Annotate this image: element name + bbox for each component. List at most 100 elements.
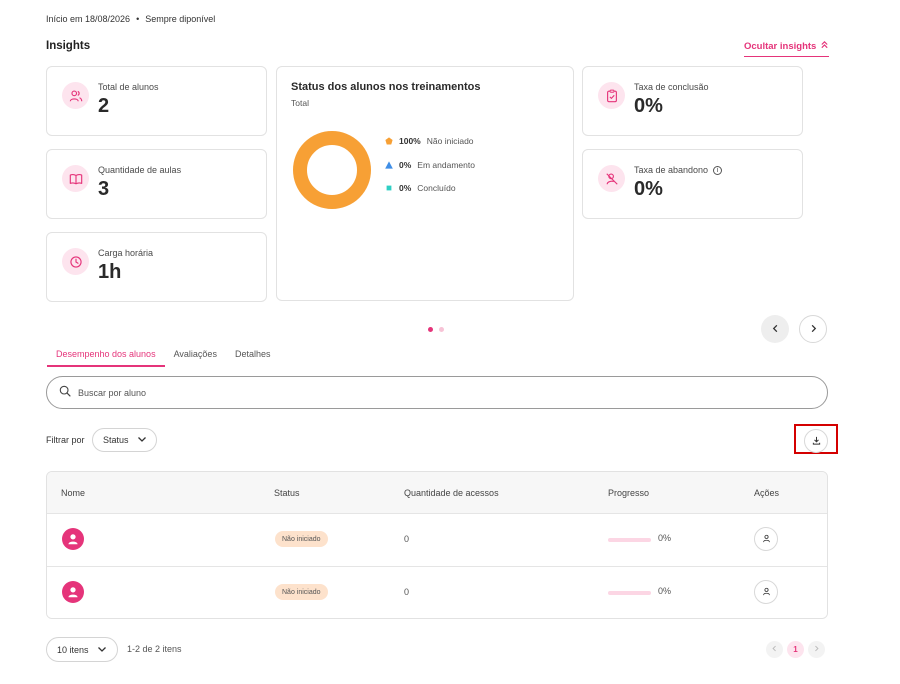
- chevron-down-icon: [97, 644, 107, 656]
- chevron-left-icon: [771, 645, 778, 654]
- stat-label: Taxa de conclusão: [634, 82, 709, 92]
- hide-insights-label: Ocultar insights: [744, 40, 817, 52]
- start-date: Início em 18/08/2026: [46, 14, 131, 24]
- progress-bar: [608, 538, 651, 542]
- table-row: Não iniciado 0 0%: [47, 513, 827, 566]
- search-box: [46, 376, 828, 409]
- donut-chart: [293, 131, 371, 209]
- status-filter-dropdown[interactable]: Status: [92, 428, 157, 452]
- view-student-button[interactable]: [754, 527, 778, 551]
- stat-card-workload: Carga horária 1h: [46, 232, 267, 302]
- insights-title: Insights: [46, 40, 91, 52]
- chart-title: Status dos alunos nos treinamentos: [291, 81, 481, 93]
- carousel-prev-button[interactable]: [761, 315, 789, 343]
- carousel-next-button[interactable]: [799, 315, 827, 343]
- items-per-page-dropdown[interactable]: 10 itens: [46, 637, 118, 662]
- page-prev-button[interactable]: [766, 641, 783, 658]
- square-marker-icon: [385, 184, 393, 192]
- info-icon[interactable]: i: [713, 165, 723, 175]
- chevron-down-icon: [137, 434, 147, 446]
- tab-details[interactable]: Detalhes: [234, 349, 271, 359]
- legend-pct: 0%: [399, 183, 412, 193]
- students-table: Nome Status Quantidade de acessos Progre…: [46, 471, 828, 619]
- stat-label: Total de alunos: [98, 82, 159, 92]
- stat-card-dropout-rate: Taxa de abandono i 0%: [582, 149, 803, 219]
- download-button[interactable]: [804, 429, 828, 453]
- column-header-actions: Ações: [754, 488, 780, 498]
- view-student-button[interactable]: [754, 580, 778, 604]
- clipboard-check-icon: [598, 82, 625, 109]
- column-header-name: Nome: [61, 488, 86, 498]
- stat-label: Taxa de abandono i: [634, 165, 723, 175]
- legend-item-in-progress: 0% Em andamento: [385, 159, 475, 171]
- user-x-icon: [598, 165, 625, 192]
- stat-label: Quantidade de aulas: [98, 165, 182, 175]
- stat-value: 3: [98, 178, 110, 200]
- column-header-accesses: Quantidade de acessos: [404, 488, 499, 498]
- pentagon-marker-icon: [385, 137, 393, 145]
- status-filter-label: Status: [103, 435, 129, 445]
- stat-value: 1h: [98, 261, 122, 283]
- progress-text: 0%: [658, 533, 672, 543]
- tab-evaluations[interactable]: Avaliações: [173, 349, 217, 359]
- donut-slice-0: [293, 131, 371, 209]
- stat-value: 0%: [634, 95, 663, 117]
- page-next-button[interactable]: [808, 641, 825, 658]
- stat-card-total-students: Total de alunos 2: [46, 66, 267, 136]
- status-chart-card: Status dos alunos nos treinamentos Total…: [276, 66, 574, 301]
- stat-label: Carga horária: [98, 248, 154, 258]
- download-highlight-box: [794, 424, 838, 454]
- user-icon: [762, 583, 771, 601]
- user-icon: [762, 530, 771, 548]
- training-meta: Início em 18/08/2026 • Sempre diponível: [46, 14, 215, 24]
- legend-pct: 0%: [399, 159, 412, 170]
- filter-label: Filtrar por: [46, 435, 85, 445]
- column-header-status: Status: [274, 488, 300, 498]
- status-badge: Não iniciado: [275, 584, 328, 600]
- stat-card-completion-rate: Taxa de conclusão 0%: [582, 66, 803, 136]
- tab-bar: Desempenho dos alunos Avaliações Detalhe…: [47, 343, 279, 367]
- column-header-progress: Progresso: [608, 488, 650, 498]
- search-input[interactable]: [78, 387, 678, 398]
- legend-name: Concluído: [417, 183, 456, 193]
- legend-pct: 100%: [399, 136, 421, 146]
- progress-text: 0%: [658, 586, 672, 596]
- pagination-range: 1-2 de 2 itens: [127, 644, 182, 654]
- chart-legend: 100% Não iniciado 0% Em andamento 0% Con…: [385, 135, 475, 206]
- legend-item-not-started: 100% Não iniciado: [385, 135, 475, 147]
- download-icon: [812, 432, 821, 450]
- page-number-button[interactable]: 1: [787, 641, 804, 658]
- stat-value: 0%: [634, 178, 663, 200]
- avatar: [62, 528, 84, 550]
- access-count: 0: [404, 534, 410, 544]
- chevron-right-icon: [813, 645, 820, 654]
- search-icon: [59, 384, 71, 402]
- carousel-dot[interactable]: [439, 327, 444, 332]
- table-row: Não iniciado 0 0%: [47, 566, 827, 618]
- book-icon: [62, 165, 89, 192]
- legend-item-completed: 0% Concluído: [385, 182, 475, 194]
- chevron-right-icon: [809, 320, 818, 338]
- hide-insights-button[interactable]: Ocultar insights: [744, 40, 830, 57]
- table-header: Nome Status Quantidade de acessos Progre…: [47, 472, 827, 513]
- users-icon: [62, 82, 89, 109]
- meta-separator: •: [136, 14, 140, 24]
- stat-value: 2: [98, 95, 110, 117]
- triangle-marker-icon: [385, 160, 393, 169]
- stat-card-lessons: Quantidade de aulas 3: [46, 149, 267, 219]
- status-badge: Não iniciado: [275, 531, 328, 547]
- legend-name: Em andamento: [417, 159, 475, 170]
- chevron-double-up-icon: [820, 40, 829, 52]
- stat-label-text: Taxa de abandono: [634, 165, 709, 175]
- avatar: [62, 581, 84, 603]
- chart-subtitle: Total: [291, 98, 309, 108]
- availability: Sempre diponível: [145, 14, 216, 24]
- legend-name: Não iniciado: [426, 136, 474, 146]
- chevron-left-icon: [771, 320, 780, 338]
- tab-student-performance[interactable]: Desempenho dos alunos: [47, 343, 165, 367]
- access-count: 0: [404, 587, 410, 597]
- carousel-dot-active[interactable]: [428, 327, 433, 332]
- carousel-dots: [428, 327, 444, 332]
- items-per-page-label: 10 itens: [57, 644, 89, 655]
- progress-bar: [608, 591, 651, 595]
